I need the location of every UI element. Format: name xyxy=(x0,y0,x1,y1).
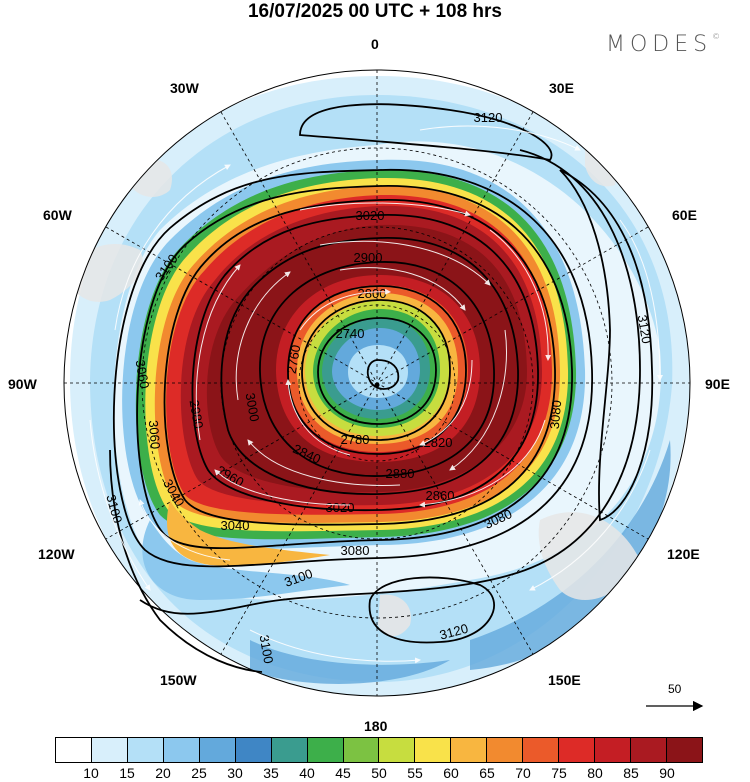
contour-label: 3080 xyxy=(547,400,564,430)
colorbar-swatch xyxy=(487,738,524,762)
colorbar-tick-label: 60 xyxy=(443,765,459,781)
contour-label: 2820 xyxy=(424,435,453,450)
colorbar-swatch xyxy=(595,738,631,762)
lon-label-30e: 30E xyxy=(549,80,574,96)
colorbar-tick-label: 45 xyxy=(335,765,351,781)
lon-label-90e: 90E xyxy=(705,376,730,392)
contour-label: 2980 xyxy=(187,399,207,430)
brand-text: MODES xyxy=(606,32,713,57)
contour-label: 2800 xyxy=(358,286,387,301)
contour-label: 3080 xyxy=(341,543,370,558)
contour-label: 2900 xyxy=(354,250,383,265)
colorbar-tick-label: 90 xyxy=(659,765,675,781)
colorbar-tick-label: 30 xyxy=(227,765,243,781)
colorbar-swatch xyxy=(666,738,702,762)
colorbar-swatch xyxy=(199,738,236,762)
colorbar xyxy=(55,737,703,763)
colorbar-tick-label: 65 xyxy=(479,765,495,781)
contour-label: 3120 xyxy=(635,314,655,345)
contour-label: 3100 xyxy=(103,493,125,525)
colorbar-tick-label: 20 xyxy=(155,765,171,781)
contour-label: 3120 xyxy=(474,110,503,125)
colorbar-swatch xyxy=(379,738,416,762)
wind-streamlines xyxy=(89,125,663,664)
lon-label-150e: 150E xyxy=(548,672,581,688)
brand-logo: MODES© xyxy=(606,32,720,57)
colorbar-tick-label: 10 xyxy=(83,765,99,781)
lon-label-150w: 150W xyxy=(160,672,197,688)
reference-vector-label: 50 xyxy=(668,682,682,696)
contour-label: 3020 xyxy=(356,208,385,223)
colorbar-swatch xyxy=(451,738,488,762)
colorbar-swatch xyxy=(631,738,667,762)
colorbar-tick-label: 35 xyxy=(263,765,279,781)
colorbar-tick-label: 75 xyxy=(551,765,567,781)
colorbar-swatch xyxy=(56,738,92,762)
map-title: 16/07/2025 00 UTC + 108 hrs xyxy=(247,1,503,22)
contour-label: 3040 xyxy=(221,518,250,533)
colorbar-swatch xyxy=(271,738,308,762)
contour-label: 3020 xyxy=(326,500,355,515)
brand-mark: © xyxy=(712,32,721,41)
contour-label: 2760 xyxy=(284,344,304,375)
colorbar-tick-label: 80 xyxy=(587,765,603,781)
colorbar-swatch xyxy=(163,738,200,762)
colorbar-swatch xyxy=(307,738,344,762)
lon-label-60e: 60E xyxy=(672,207,697,223)
colorbar-tick-label: 40 xyxy=(299,765,315,781)
colorbar-tick-label: 25 xyxy=(191,765,207,781)
contour-label: 2780 xyxy=(341,432,370,447)
lon-label-0: 0 xyxy=(371,36,379,52)
lon-label-60w: 60W xyxy=(43,207,72,223)
contour-label: 3060 xyxy=(133,359,153,390)
colorbar-swatch xyxy=(235,738,272,762)
contour-label: 2880 xyxy=(386,466,415,481)
colorbar-swatch xyxy=(127,738,164,762)
colorbar-swatch xyxy=(91,738,128,762)
contour-label: 3060 xyxy=(146,420,163,450)
colorbar-tick-label: 85 xyxy=(623,765,639,781)
colorbar-swatch xyxy=(343,738,380,762)
lon-label-120w: 120W xyxy=(38,546,75,562)
height-contours xyxy=(109,103,654,673)
lon-label-30w: 30W xyxy=(170,80,199,96)
contour-label: 2740 xyxy=(336,326,365,341)
contour-label: 3120 xyxy=(438,621,470,643)
colorbar-swatch xyxy=(415,738,452,762)
lon-label-120e: 120E xyxy=(667,546,700,562)
lon-label-180: 180 xyxy=(364,718,388,734)
contour-label: 3000 xyxy=(243,392,263,423)
colorbar-tick-label: 15 xyxy=(119,765,135,781)
contour-label: 3100 xyxy=(257,634,277,665)
lon-label-90w: 90W xyxy=(8,376,37,392)
colorbar-swatch xyxy=(559,738,596,762)
colorbar-tick-label: 50 xyxy=(371,765,387,781)
contour-label: 2860 xyxy=(426,488,455,503)
map-rim xyxy=(63,69,691,697)
colorbar-tick-label: 55 xyxy=(407,765,423,781)
colorbar-swatch xyxy=(523,738,560,762)
colorbar-tick-label: 70 xyxy=(515,765,531,781)
colorbar-labels: 10 15 20 25 30 35 40 45 50 55 60 65 70 75 80 85 90 xyxy=(0,765,750,781)
pole-marker xyxy=(374,382,380,388)
